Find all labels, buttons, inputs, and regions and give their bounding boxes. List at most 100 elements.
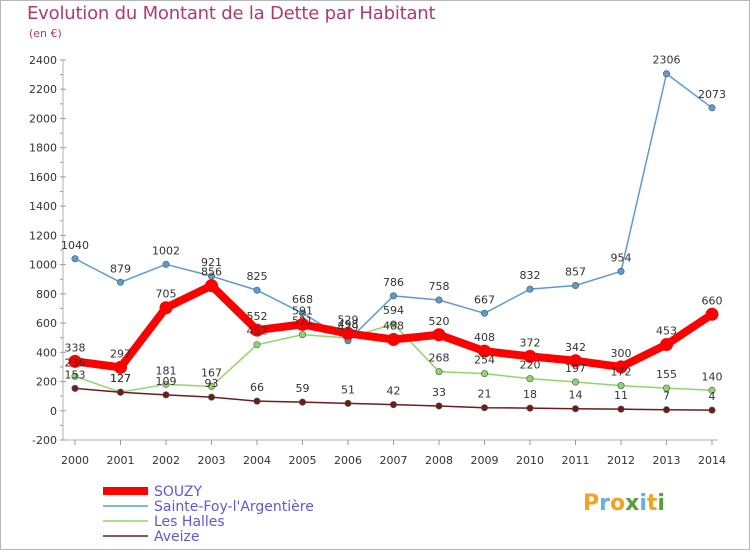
data-label-souzy: 660 <box>702 294 723 307</box>
data-label-aveize: 33 <box>432 386 446 399</box>
data-label-sainte-foy-l-argenti-re: 879 <box>110 262 131 275</box>
data-label-sainte-foy-l-argenti-re: 667 <box>474 293 495 306</box>
data-point-aveize <box>662 406 670 414</box>
data-point-souzy <box>68 354 82 368</box>
data-point-aveize <box>208 393 216 401</box>
data-point-sainte-foy-l-argenti-re <box>389 292 397 300</box>
data-point-aveize <box>389 401 397 409</box>
y-tick-label: 1200 <box>29 229 57 242</box>
series-lines <box>68 70 719 414</box>
x-tick-label: 2011 <box>562 454 590 467</box>
data-label-aveize: 109 <box>156 375 177 388</box>
data-label-sainte-foy-l-argenti-re: 832 <box>520 269 541 282</box>
x-tick-label: 2012 <box>607 454 635 467</box>
data-label-sainte-foy-l-argenti-re: 1002 <box>152 244 180 257</box>
data-label-sainte-foy-l-argenti-re: 825 <box>247 270 268 283</box>
y-tick-label: 2000 <box>29 112 57 125</box>
data-point-les-halles <box>571 378 579 386</box>
data-label-souzy: 342 <box>565 341 586 354</box>
chart-axes: -200 0 200 400 600 800 1000 1200 1400 1600 1800 200… <box>29 54 726 467</box>
data-label-sainte-foy-l-argenti-re: 758 <box>429 280 450 293</box>
data-point-les-halles <box>298 331 306 339</box>
data-point-aveize <box>253 397 261 405</box>
y-tick-label: -200 <box>32 434 57 447</box>
data-label-souzy: 591 <box>292 304 313 317</box>
data-point-les-halles <box>708 386 716 394</box>
data-point-aveize <box>708 406 716 414</box>
data-label-aveize: 21 <box>478 388 492 401</box>
data-label-aveize: 42 <box>387 385 401 398</box>
y-tick-label: 2400 <box>29 54 57 67</box>
data-label-aveize: 66 <box>250 381 264 394</box>
data-point-sainte-foy-l-argenti-re <box>526 285 534 293</box>
data-label-souzy: 453 <box>656 325 677 338</box>
x-tick-label: 2003 <box>198 454 226 467</box>
data-point-sainte-foy-l-argenti-re <box>662 70 670 78</box>
data-label-sainte-foy-l-argenti-re: 786 <box>383 276 404 289</box>
data-point-sainte-foy-l-argenti-re <box>298 309 306 317</box>
data-label-les-halles: 155 <box>656 368 677 381</box>
x-tick-label: 2014 <box>698 454 726 467</box>
x-tick-label: 2002 <box>152 454 180 467</box>
data-label-les-halles: 594 <box>383 304 404 317</box>
data-label-souzy: 705 <box>156 288 177 301</box>
data-label-les-halles: 197 <box>565 362 586 375</box>
data-label-souzy: 529 <box>338 313 359 326</box>
data-label-souzy: 488 <box>383 319 404 332</box>
y-tick-label: 1000 <box>29 259 57 272</box>
data-label-souzy: 552 <box>247 310 268 323</box>
y-tick-label: 1800 <box>29 142 57 155</box>
data-label-aveize: 51 <box>341 383 355 396</box>
data-point-les-halles <box>526 375 534 383</box>
data-label-aveize: 14 <box>569 389 583 402</box>
data-label-souzy: 297 <box>110 347 131 360</box>
logo-letter: o <box>609 491 626 516</box>
logo-letter: t <box>646 491 658 516</box>
data-label-souzy: 372 <box>520 336 541 349</box>
data-label-souzy: 338 <box>65 341 86 354</box>
data-label-les-halles: 268 <box>429 352 450 365</box>
y-tick-label: 0 <box>50 405 57 418</box>
data-label-les-halles: 521 <box>292 315 313 328</box>
data-point-les-halles <box>208 382 216 390</box>
data-label-sainte-foy-l-argenti-re: 954 <box>611 251 632 264</box>
data-label-sainte-foy-l-argenti-re: 921 <box>201 256 222 269</box>
chart-title: Evolution du Montant de la Dette par Hab… <box>27 3 436 24</box>
data-point-sainte-foy-l-argenti-re <box>480 309 488 317</box>
y-tick-label: 400 <box>36 346 57 359</box>
data-label-sainte-foy-l-argenti-re: 2073 <box>698 88 726 101</box>
data-point-les-halles <box>662 384 670 392</box>
x-tick-label: 2009 <box>471 454 499 467</box>
data-point-aveize <box>480 404 488 412</box>
data-label-aveize: 4 <box>709 390 716 403</box>
data-label-aveize: 7 <box>663 390 670 403</box>
data-point-aveize <box>162 391 170 399</box>
data-label-sainte-foy-l-argenti-re: 857 <box>565 266 586 279</box>
y-tick-label: 200 <box>36 376 57 389</box>
logo-letter: i <box>657 491 665 516</box>
data-point-les-halles <box>480 370 488 378</box>
y-tick-label: 800 <box>36 288 57 301</box>
data-point-les-halles <box>162 380 170 388</box>
x-tick-label: 2006 <box>334 454 362 467</box>
legend-label: SOUZY <box>154 484 202 500</box>
data-point-aveize <box>571 405 579 413</box>
data-label-souzy: 300 <box>611 347 632 360</box>
data-point-souzy <box>569 354 582 368</box>
x-tick-label: 2005 <box>289 454 317 467</box>
data-point-souzy <box>387 332 400 346</box>
data-point-les-halles <box>71 372 79 380</box>
chart-subtitle: (en €) <box>29 27 62 40</box>
data-point-souzy <box>432 328 446 342</box>
data-label-sainte-foy-l-argenti-re: 1040 <box>61 239 89 252</box>
data-label-souzy: 408 <box>474 331 495 344</box>
data-point-souzy <box>114 360 127 374</box>
logo-letter: r <box>599 491 610 516</box>
data-point-sainte-foy-l-argenti-re <box>435 296 443 304</box>
data-point-aveize <box>298 398 306 406</box>
data-label-les-halles: 127 <box>110 372 131 385</box>
data-label-sainte-foy-l-argenti-re: 668 <box>292 293 313 306</box>
data-point-souzy <box>660 338 673 352</box>
